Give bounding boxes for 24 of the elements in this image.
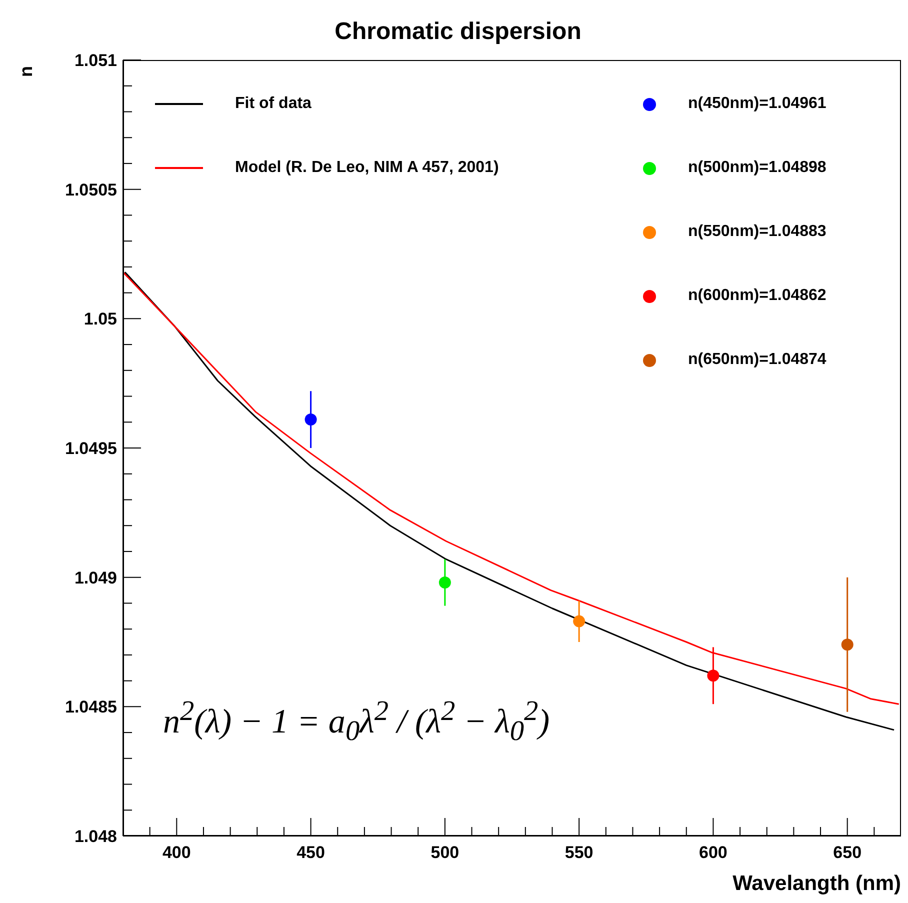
legend-label: n(600nm)=1.04862	[688, 287, 826, 305]
x-tick-label: 450	[296, 843, 325, 862]
y-axis-title: n	[16, 66, 37, 77]
legend-label: Fit of data	[235, 95, 312, 113]
y-tick-label: 1.049	[74, 568, 117, 588]
legend-label: Model (R. De Leo, NIM A 457, 2001)	[235, 159, 499, 177]
x-axis-title: Wavelangth (nm)	[732, 872, 901, 896]
y-tick-label: 1.051	[74, 50, 117, 70]
y-tick-label: 1.0505	[65, 180, 117, 200]
x-tick-label: 600	[699, 843, 728, 862]
legend-label: n(450nm)=1.04961	[688, 95, 826, 113]
x-tick-label: 650	[833, 843, 862, 862]
x-tick-label: 550	[564, 843, 594, 862]
text: n$^{2}$(λ) − 1 = a$_{0}$λ$^{2}$ / (λ$^{2}$ − λ$_{0}$$^{2}$)	[163, 696, 550, 748]
legend-label: n(550nm)=1.04883	[688, 223, 826, 241]
x-tick-label: 400	[162, 843, 191, 862]
chart-title: Chromatic dispersion	[334, 18, 582, 46]
x-tick-label: 500	[430, 843, 460, 862]
y-tick-label: 1.0495	[65, 438, 117, 458]
y-tick-label: 1.0485	[65, 698, 117, 717]
y-tick-label: 1.048	[74, 826, 117, 846]
legend-label: n(500nm)=1.04898	[688, 159, 826, 177]
y-tick-label: 1.05	[84, 310, 117, 329]
legend-label: n(650nm)=1.04874	[688, 351, 826, 369]
